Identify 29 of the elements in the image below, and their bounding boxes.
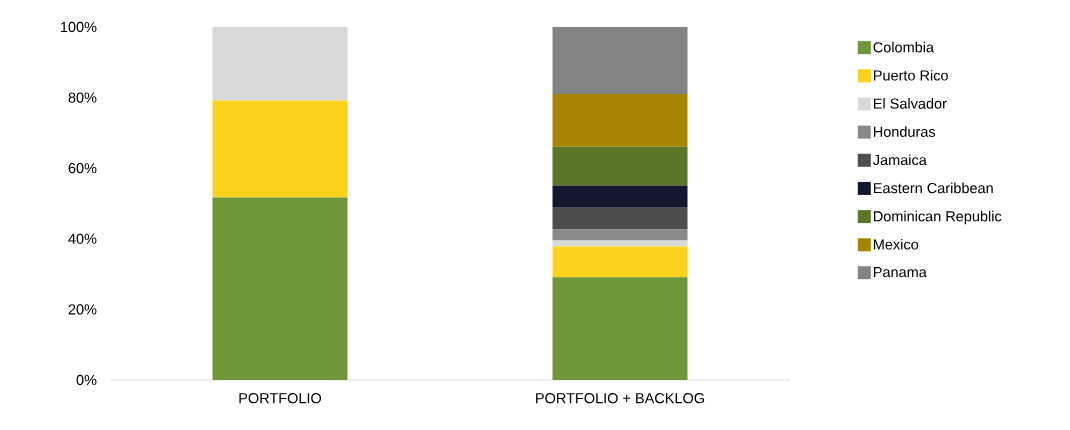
y-tick-label: 80% (68, 92, 97, 103)
bar (552, 27, 688, 95)
bar (552, 185, 688, 208)
y-tick-label: 100% (60, 21, 97, 33)
bar (552, 94, 688, 147)
legend-label: El Salvador (873, 98, 947, 109)
legend-label: Dominican Republic (873, 210, 1002, 225)
bar (552, 277, 688, 380)
legend-label: Colombia (873, 41, 935, 53)
legend-label: Mexico (873, 238, 919, 250)
y-tick-label: 0% (76, 374, 97, 386)
bar (212, 100, 348, 198)
bar (552, 207, 688, 230)
legend-label: Puerto Rico (873, 69, 948, 81)
y-tick-label: 20% (68, 304, 97, 315)
bar (552, 246, 688, 278)
bar (552, 240, 688, 247)
legend-label: Honduras (873, 126, 936, 137)
y-tick-label: 40% (68, 233, 97, 244)
bar (552, 146, 688, 186)
bar (552, 229, 688, 241)
legend-label: Eastern Caribbean (873, 182, 993, 194)
legend-label: Panama (873, 267, 927, 278)
x-tick-label: PORTFOLIO (239, 393, 322, 404)
legend-label: Jamaica (873, 154, 927, 166)
x-tick-label: PORTFOLIO + BACKLOG (536, 393, 705, 404)
bar (212, 27, 348, 101)
bar (212, 197, 348, 380)
y-tick-label: 60% (68, 163, 97, 174)
